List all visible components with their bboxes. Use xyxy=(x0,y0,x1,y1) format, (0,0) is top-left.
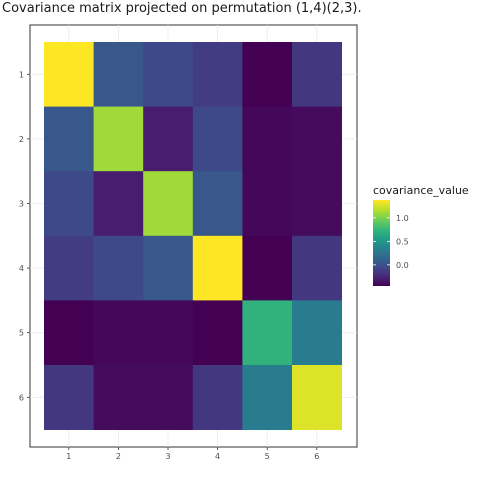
heatmap-cell xyxy=(93,300,144,366)
heatmap-cell xyxy=(192,235,243,301)
heatmap-cell xyxy=(93,171,144,237)
heatmap-cell xyxy=(44,365,94,430)
heatmap-cell xyxy=(292,171,342,237)
legend-ticks: 0.0 0.5 1.0 xyxy=(373,214,409,270)
heatmap-cell xyxy=(242,365,293,430)
heatmap-cell xyxy=(143,365,194,430)
heatmap-cell xyxy=(44,235,94,301)
x-axis: 1 2 3 4 5 6 xyxy=(66,447,319,461)
heatmap-cell xyxy=(242,106,293,172)
legend-tick-label: 1.0 xyxy=(396,214,409,223)
heatmap-cell xyxy=(44,171,94,237)
heatmap-cell xyxy=(93,106,144,172)
heatmap-cell xyxy=(292,300,342,366)
heatmap-cell xyxy=(44,42,94,107)
y-tick-label: 1 xyxy=(19,70,24,79)
heatmap-cell xyxy=(44,106,94,172)
heatmap-cells xyxy=(44,42,342,430)
heatmap-cell xyxy=(242,42,293,107)
x-tick-label: 4 xyxy=(215,452,220,461)
legend-tick-label: 0.0 xyxy=(396,261,409,270)
x-tick-label: 5 xyxy=(265,452,270,461)
heatmap-cell xyxy=(143,300,194,366)
x-tick-label: 6 xyxy=(314,452,319,461)
legend: covariance_value 0.0 0.5 1.0 xyxy=(373,184,469,286)
heatmap-cell xyxy=(192,106,243,172)
y-tick-label: 6 xyxy=(19,393,24,402)
heatmap-cell xyxy=(242,171,293,237)
heatmap-cell xyxy=(192,300,243,366)
heatmap-cell xyxy=(143,106,194,172)
heatmap-cell xyxy=(93,235,144,301)
y-tick-label: 3 xyxy=(19,200,24,209)
heatmap-cell xyxy=(292,42,342,107)
heatmap-cell xyxy=(143,171,194,237)
heatmap-cell xyxy=(143,235,194,301)
y-tick-label: 5 xyxy=(19,329,24,338)
heatmap-cell xyxy=(143,42,194,107)
y-axis: 1 2 3 4 5 6 xyxy=(19,70,30,402)
heatmap-cell xyxy=(242,235,293,301)
heatmap-cell xyxy=(192,42,243,107)
heatmap-cell xyxy=(93,365,144,430)
chart-title: Covariance matrix projected on permutati… xyxy=(2,1,362,16)
legend-title: covariance_value xyxy=(373,184,469,197)
heatmap-cell xyxy=(292,235,342,301)
heatmap-cell xyxy=(292,106,342,172)
heatmap-cell xyxy=(192,171,243,237)
legend-colorbar xyxy=(373,200,390,286)
x-tick-label: 1 xyxy=(66,452,71,461)
heatmap-cell xyxy=(93,42,144,107)
heatmap-cell xyxy=(192,365,243,430)
legend-tick-label: 0.5 xyxy=(396,237,409,246)
heatmap-cell xyxy=(44,300,94,366)
x-tick-label: 2 xyxy=(116,452,121,461)
heatmap-cell xyxy=(292,365,342,430)
x-tick-label: 3 xyxy=(165,452,170,461)
y-tick-label: 2 xyxy=(19,135,24,144)
heatmap-cell xyxy=(242,300,293,366)
y-tick-label: 4 xyxy=(19,264,24,273)
